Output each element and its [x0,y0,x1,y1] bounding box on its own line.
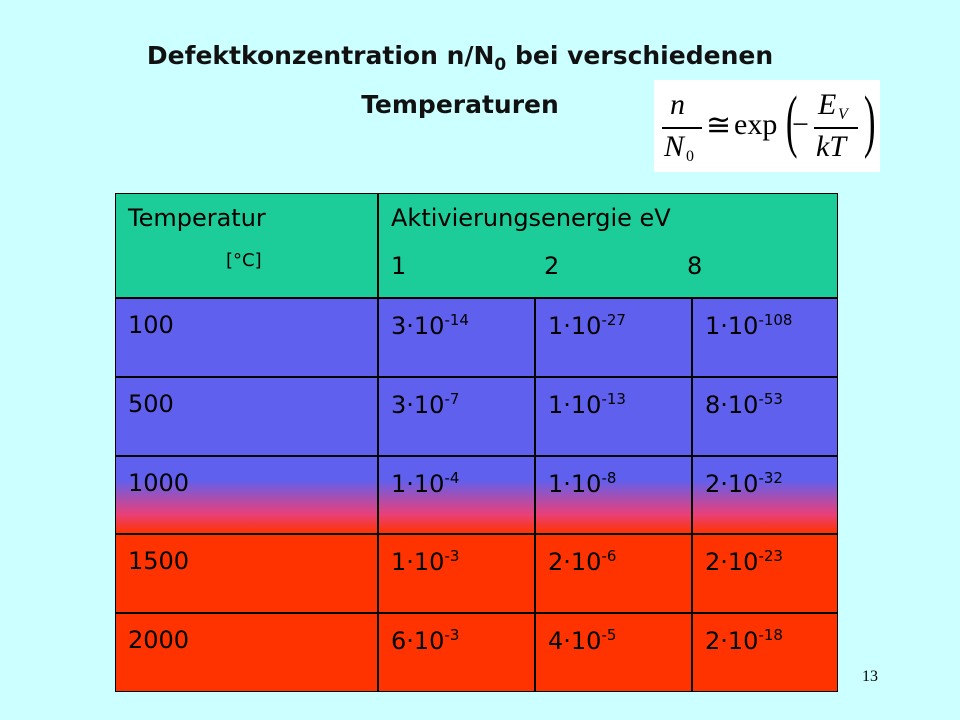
table-cell: 1·10-4 [378,455,535,535]
cell-exponent: -4 [444,468,460,487]
cell-mantissa: 2·10 [705,627,759,656]
title: Defektkonzentration n/N0 bei verschieden… [0,36,920,125]
page-number: 13 [862,668,878,685]
cell-text: 100 [128,311,174,339]
table-cell: 2·10-6 [535,534,692,614]
cell-mantissa: 2·10 [548,548,602,577]
cell-exponent: -7 [444,389,460,408]
table-cell: 2·10-18 [692,613,838,692]
header-unit: [°C] [226,250,262,271]
table-cell: 8·10-53 [692,376,838,456]
cell-mantissa: 1·10 [705,312,759,340]
title-text: Temperaturen [361,90,559,119]
cell-exponent: -18 [758,626,783,645]
formula-subscript: V [838,106,848,123]
table-cell: 3·10-7 [378,376,535,456]
cell-mantissa: 1·10 [548,469,602,498]
cell-mantissa: 1·10 [548,312,602,340]
table-cell: 1000 [115,455,378,535]
table-cell: 1·10-108 [692,298,838,377]
table-cell: 1·10-8 [535,455,692,535]
table-cell: 100 [115,298,378,377]
cell-exponent: -23 [758,547,783,566]
cell-exponent: -32 [758,468,783,487]
header-cell: Temperatur [°C] [115,193,378,298]
formula-subscript: 0 [686,148,694,165]
formula-function: exp [734,108,778,141]
table-cell: 1·10-13 [535,376,692,456]
cell-text: 500 [128,389,174,418]
table-cell: 2·10-32 [692,455,838,535]
title-text: Defektkonzentration n/N [146,41,495,70]
cell-exponent: -8 [601,468,617,487]
table-cell: 2000 [115,613,378,692]
formula-denominator: N [664,130,685,163]
title-subscript: 0 [494,55,507,75]
paren: ( [785,83,798,160]
cell-exponent: -108 [758,311,793,329]
paren: ) [863,83,876,160]
table-cell: 6·10-3 [378,613,535,692]
formula-sign: − [792,108,809,141]
cell-mantissa: 3·10 [391,312,445,340]
header-cell: Aktivierungsenergie eV 1 2 8 [378,193,838,298]
formula-relation: ≅ [706,109,732,142]
formula: n N 0 ≅ exp ( ) − E V kT [654,80,880,172]
cell-exponent: -3 [444,547,460,566]
cell-mantissa: 1·10 [391,548,445,577]
header-energy: 1 [391,252,407,280]
cell-mantissa: 6·10 [391,627,445,656]
fraction-line [814,127,858,129]
table-cell: 2·10-23 [692,534,838,614]
cell-mantissa: 2·10 [705,548,759,577]
table-cell: 3·10-14 [378,298,535,377]
cell-mantissa: 2·10 [705,469,759,498]
cell-mantissa: 4·10 [548,627,602,656]
cell-exponent: -5 [601,626,617,645]
cell-exponent: -27 [601,311,626,329]
cell-mantissa: 8·10 [705,390,759,419]
header-energy: 2 [544,252,560,280]
table-cell: 1·10-27 [535,298,692,377]
cell-mantissa: 1·10 [548,390,602,419]
table-cell: 500 [115,376,378,456]
fraction-line [662,127,702,129]
header-text: Temperatur [128,204,266,232]
header-energy: 8 [687,252,703,280]
cell-exponent: -13 [601,389,626,408]
title-text: bei verschiedenen [514,41,774,70]
cell-text: 1000 [128,468,190,497]
table-cell: 1500 [115,534,378,614]
cell-exponent: -3 [444,626,460,645]
cell-text: 2000 [128,626,190,655]
table-cell: 4·10-5 [535,613,692,692]
formula-divisor: kT [816,130,846,163]
cell-exponent: -53 [758,389,783,408]
cell-text: 1500 [128,547,190,576]
formula-numerator: n [670,88,685,121]
header-text: Aktivierungsenergie eV [391,204,671,232]
table-cell: 1·10-3 [378,534,535,614]
cell-mantissa: 1·10 [391,469,445,498]
cell-exponent: -6 [601,547,617,566]
cell-exponent: -14 [444,311,469,329]
cell-mantissa: 3·10 [391,390,445,419]
formula-energy: E [818,88,837,121]
